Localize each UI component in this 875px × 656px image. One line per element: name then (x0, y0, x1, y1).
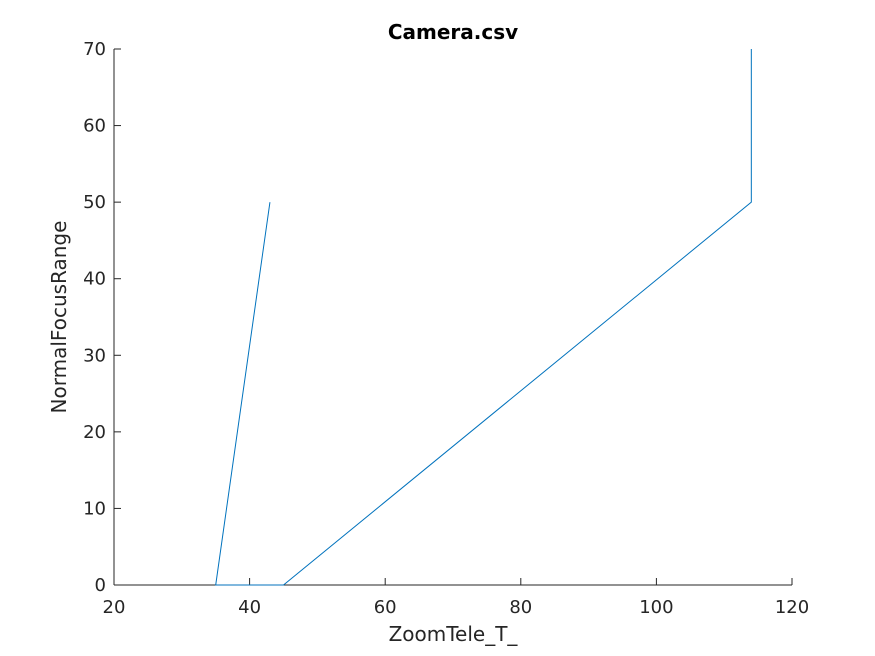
y-tick-label: 40 (83, 269, 106, 290)
x-tick-label: 100 (639, 597, 673, 618)
series-line (215, 49, 752, 586)
y-tick-label: 10 (83, 498, 106, 519)
y-tick-label: 30 (83, 345, 106, 366)
chart-title: Camera.csv (388, 20, 518, 44)
x-tick-label: 80 (509, 597, 532, 618)
x-tick-label: 120 (775, 597, 809, 618)
y-tick-label: 60 (83, 116, 106, 137)
y-tick-label: 50 (83, 192, 106, 213)
y-tick-label: 0 (95, 575, 106, 596)
x-tick-label: 20 (103, 597, 126, 618)
y-tick-label: 20 (83, 422, 106, 443)
y-axis-label: NormalFocusRange (47, 221, 71, 414)
x-tick-label: 40 (238, 597, 261, 618)
y-tick-label: 70 (83, 39, 106, 60)
plot-area: 20 40 60 80 100 120 0 10 20 30 40 50 60 70 (83, 39, 809, 618)
x-axis-label: ZoomTele_T_ (389, 622, 519, 646)
x-tick-label: 60 (374, 597, 397, 618)
